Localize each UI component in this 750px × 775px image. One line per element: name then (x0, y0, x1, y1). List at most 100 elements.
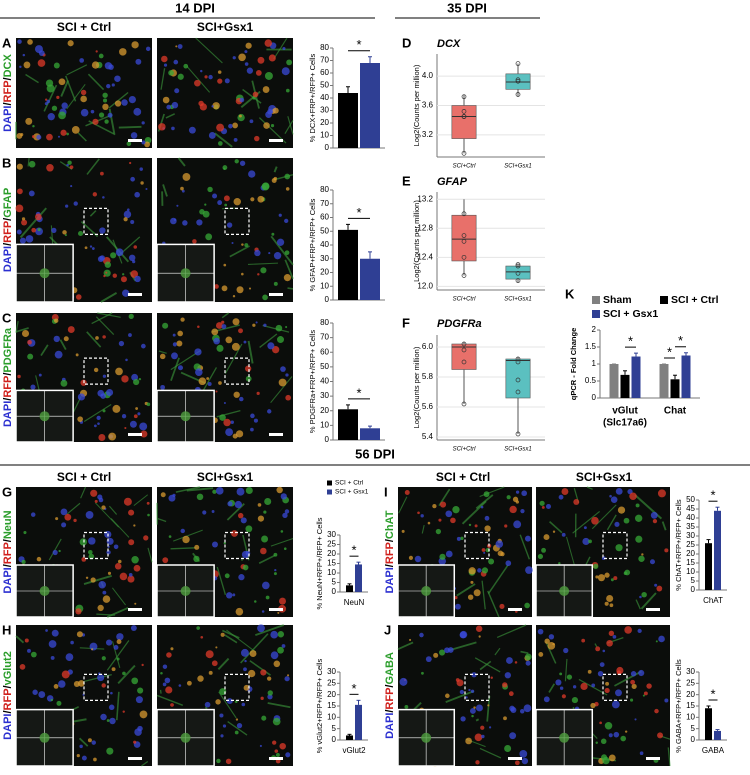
cell (657, 732, 663, 738)
stain-label: DAPI/RFP/PDGFRa (2, 327, 14, 427)
cell (260, 267, 266, 273)
y-tick-label: 45 (686, 504, 695, 513)
cell (522, 758, 528, 764)
bar (338, 409, 358, 440)
cell (139, 423, 147, 431)
cell (615, 544, 622, 551)
cell (572, 697, 578, 703)
cell (173, 342, 177, 346)
y-tick-label: 10 (686, 712, 695, 721)
cell (103, 275, 105, 277)
cell (445, 694, 450, 699)
cell (117, 658, 120, 661)
cell (216, 345, 223, 352)
cell (90, 643, 98, 651)
fiber (171, 548, 196, 549)
scale-bar (269, 757, 283, 760)
cell (125, 359, 128, 362)
cell (102, 591, 106, 595)
cell (196, 626, 200, 630)
y-axis-label: Log2(Counts per million) (412, 200, 421, 282)
y-tick-label: 20 (327, 690, 336, 699)
cell (595, 646, 600, 651)
cell (281, 530, 284, 533)
cell (223, 724, 226, 727)
cell (520, 509, 524, 513)
cell (101, 505, 105, 509)
panel-letter: E (402, 173, 411, 188)
cell (73, 519, 76, 522)
fiber (476, 719, 479, 720)
cell (544, 696, 550, 702)
cell (591, 683, 595, 687)
cell (286, 187, 290, 191)
cell (241, 649, 249, 657)
legend-swatch (660, 296, 668, 304)
cell (17, 375, 20, 378)
cell (217, 79, 222, 84)
cell (199, 209, 204, 214)
cell (525, 566, 533, 574)
micrograph (157, 38, 293, 148)
cell (92, 740, 96, 744)
legend-swatch (327, 490, 332, 495)
cell (234, 138, 238, 142)
x-tick-label: (Slc17a6) (603, 418, 647, 429)
cell (208, 382, 212, 386)
cell (102, 335, 105, 338)
x-tick-label: vGlut (612, 406, 638, 417)
cell (604, 573, 609, 578)
cell (99, 54, 104, 59)
cell (163, 683, 167, 687)
cell (81, 109, 89, 117)
y-tick-label: 40 (320, 240, 329, 249)
cell (119, 341, 124, 346)
inset-cell (40, 586, 50, 596)
cell (635, 536, 642, 543)
cell (450, 518, 456, 524)
cell (250, 414, 255, 419)
bar (360, 63, 380, 148)
bar (360, 428, 380, 440)
cell (221, 324, 226, 329)
cell (254, 250, 260, 256)
y-axis-label: % PDGFRa+FRP+/RFP+ Cells (308, 330, 317, 433)
cell (77, 631, 83, 637)
cell (417, 511, 420, 514)
cell (509, 732, 516, 739)
cell (38, 59, 46, 67)
y-tick-label: 35 (686, 522, 695, 531)
significance-label: * (710, 686, 715, 701)
cell (262, 610, 265, 613)
cell (105, 272, 107, 274)
cell (470, 708, 476, 714)
legend-label: SCI + Gsx1 (603, 308, 658, 320)
cell (91, 577, 96, 582)
cell (258, 57, 265, 64)
cell (37, 557, 42, 562)
cell (241, 243, 243, 245)
cell (276, 325, 283, 332)
cell (224, 402, 226, 404)
cell (68, 40, 74, 46)
cell (636, 503, 640, 507)
cell (117, 639, 122, 644)
cell (650, 559, 655, 564)
y-axis-label: Log2(Counts per million) (412, 346, 421, 428)
cell (96, 416, 100, 420)
cell (32, 125, 34, 127)
cell (54, 63, 60, 69)
cell (17, 164, 23, 170)
cell (85, 246, 88, 249)
cell (197, 325, 200, 328)
stain-part: RFP (2, 542, 14, 564)
cell (100, 393, 106, 399)
cell (257, 273, 259, 275)
panel-letter: C (2, 310, 12, 325)
cell (274, 282, 278, 286)
scale-bar (269, 608, 283, 611)
cell (172, 102, 178, 108)
cell (653, 519, 657, 523)
cell (166, 652, 172, 658)
